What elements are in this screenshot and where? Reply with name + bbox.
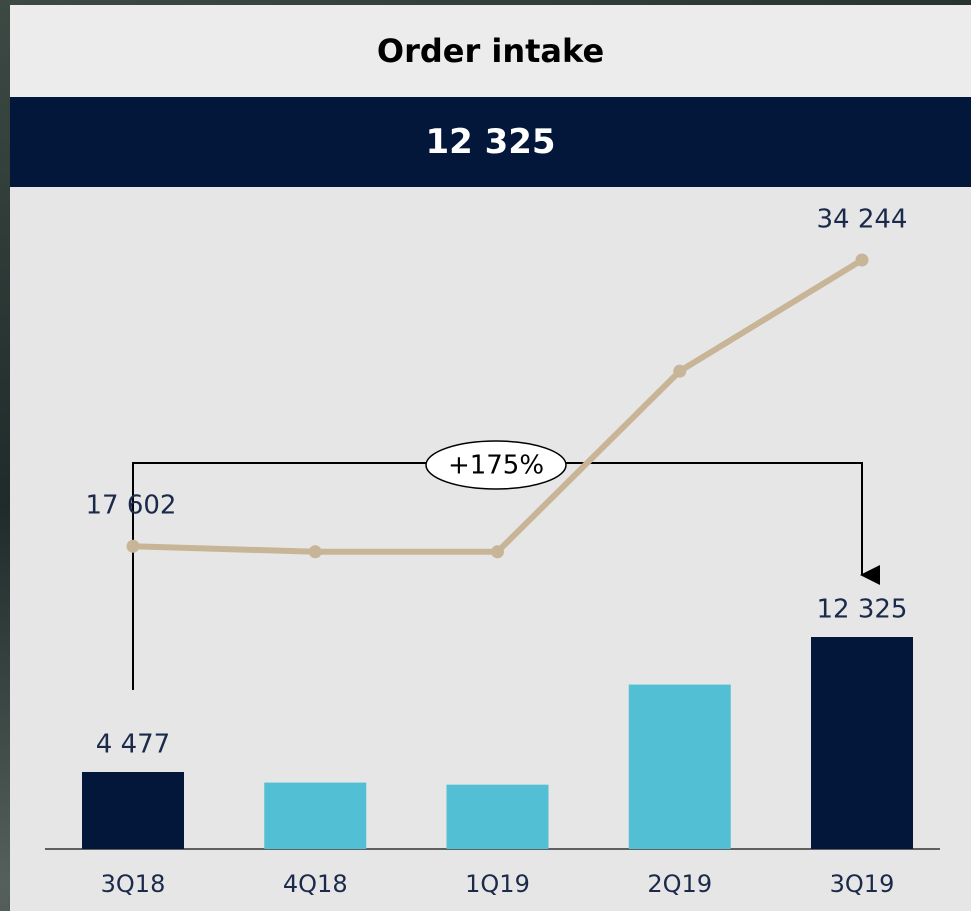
line-point — [491, 545, 504, 559]
x-tick-label: 2Q19 — [647, 870, 712, 898]
annotation: +175% — [448, 451, 544, 481]
line-point — [673, 364, 687, 378]
line-point — [126, 539, 140, 553]
bar — [446, 784, 549, 849]
bar — [264, 782, 367, 849]
x-tick-label: 4Q18 — [283, 870, 348, 898]
x-tick-label: 3Q19 — [830, 870, 895, 898]
annotation-bubble — [425, 440, 567, 490]
bar-value-label: 12 325 — [817, 595, 908, 625]
title: Order intake — [10, 5, 971, 97]
bar — [811, 637, 913, 849]
bar — [628, 684, 731, 849]
line-point — [308, 545, 322, 559]
line — [132, 257, 864, 555]
line-value-label: 34 244 — [817, 205, 908, 235]
x-tick-label: 3Q18 — [101, 870, 166, 898]
bracket — [132, 462, 880, 690]
headline: 12 325 — [10, 97, 971, 187]
bar-value-label: 4 477 — [96, 729, 170, 759]
line-point — [855, 253, 869, 267]
x-tick-label: 1Q19 — [465, 870, 530, 898]
bar — [82, 771, 184, 849]
line-value-label: 17 602 — [86, 491, 177, 521]
